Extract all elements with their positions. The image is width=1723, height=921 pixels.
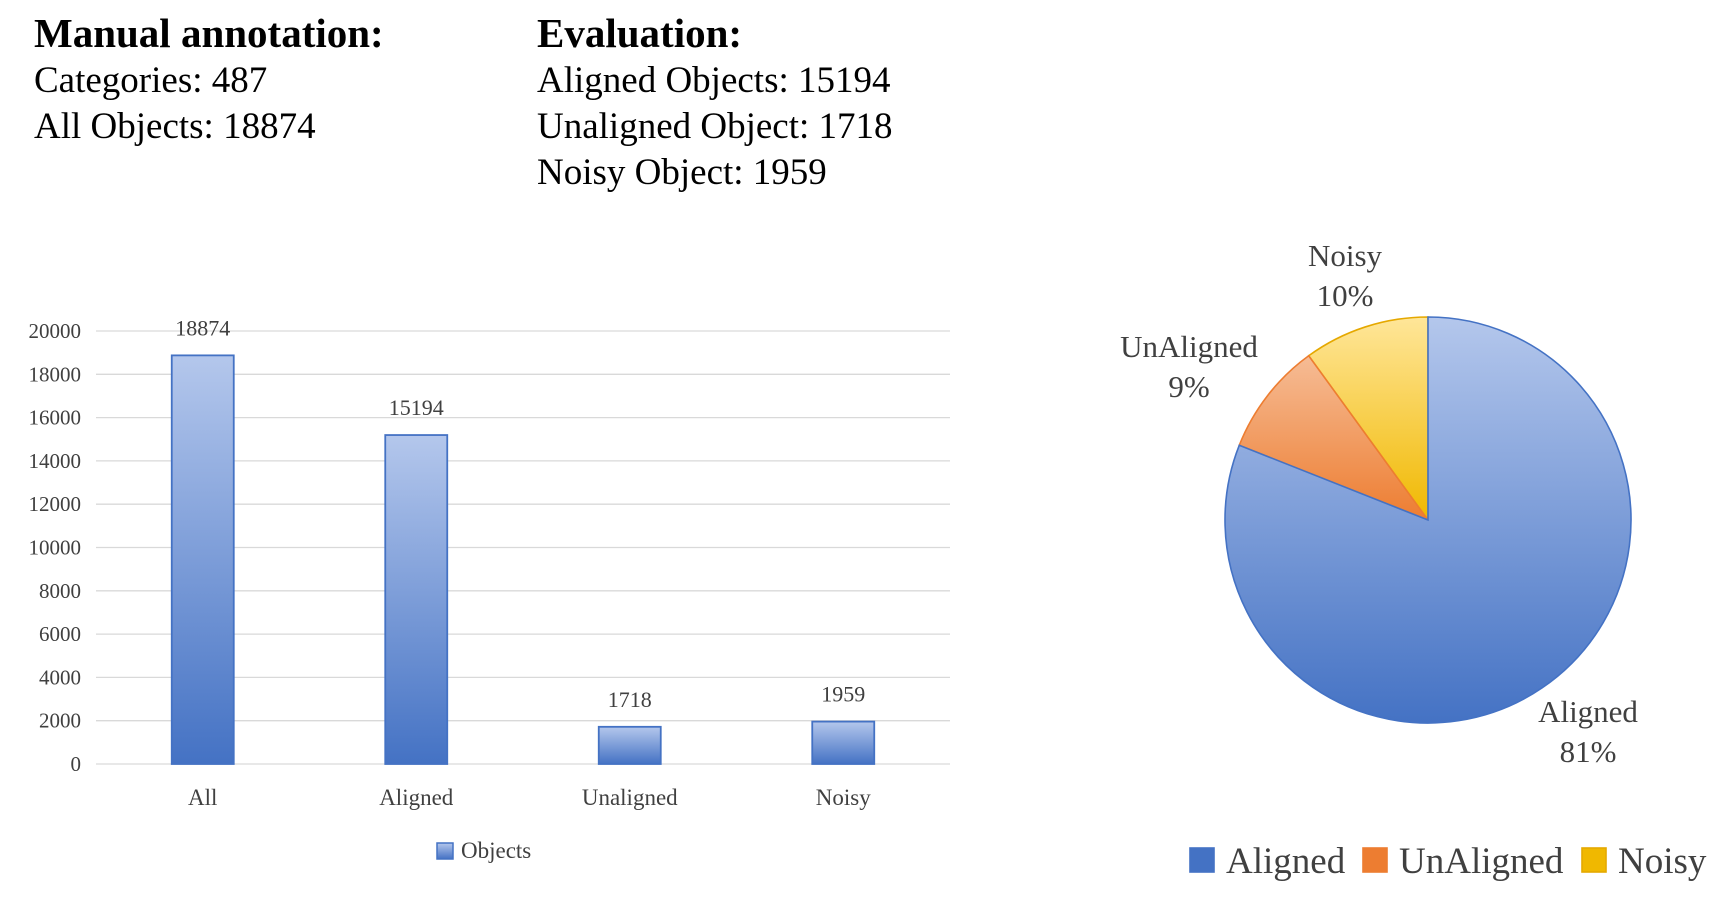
y-tick-label: 8000 xyxy=(39,579,81,603)
pie-label-name: UnAligned xyxy=(1120,329,1258,364)
evaluation-block: Evaluation: Aligned Objects: 15194 Unali… xyxy=(537,8,893,196)
pie-label-pct: 81% xyxy=(1560,734,1617,769)
y-tick-label: 16000 xyxy=(29,406,82,430)
pie-slice-noisy xyxy=(1307,316,1429,523)
pie-legend-swatch xyxy=(1189,847,1215,873)
unaligned-object-line: Unaligned Object: 1718 xyxy=(537,106,893,147)
bar-chart: 0 2000 4000 6000 8000 10000 12000 14000 16000 180… xyxy=(29,315,950,863)
bar xyxy=(597,725,662,765)
pie-label-name: Aligned xyxy=(1538,694,1638,729)
manual-annotation-block: Manual annotation: Categories: 487 All O… xyxy=(34,8,384,150)
x-tick-label: Unaligned xyxy=(582,785,678,810)
bar xyxy=(170,354,235,765)
pie-slice-unaligned xyxy=(1238,354,1431,522)
y-tick-label: 18000 xyxy=(29,362,82,386)
legend-swatch-objects xyxy=(436,842,454,860)
pie-label-pct: 10% xyxy=(1317,278,1374,313)
y-tick-label: 20000 xyxy=(29,319,82,343)
pie-legend-label: UnAligned xyxy=(1399,841,1564,882)
x-tick-label: Aligned xyxy=(379,785,454,810)
pie-slice-aligned xyxy=(1224,316,1632,724)
y-tick-label: 10000 xyxy=(29,536,82,560)
pie-legend-label: Aligned xyxy=(1226,841,1346,882)
y-tick-label: 6000 xyxy=(39,622,81,646)
bar-data-label: 18874 xyxy=(175,315,230,340)
bar xyxy=(384,434,449,765)
pie-chart: Aligned 81% UnAligned 9% Noisy 10% Aligned UnAl… xyxy=(1120,238,1707,882)
categories-line: Categories: 487 xyxy=(34,60,268,101)
pie-legend-swatch xyxy=(1581,847,1607,873)
pie-label-pct: 9% xyxy=(1168,369,1209,404)
manual-annotation-title: Manual annotation: xyxy=(34,10,384,56)
bar-data-label: 15194 xyxy=(389,395,444,420)
evaluation-title: Evaluation: xyxy=(537,10,743,56)
noisy-object-line: Noisy Object: 1959 xyxy=(537,152,827,193)
bar xyxy=(811,720,876,765)
y-tick-label: 12000 xyxy=(29,492,82,516)
pie-legend-label: Noisy xyxy=(1618,841,1707,882)
y-tick-label: 14000 xyxy=(29,449,82,473)
pie-legend-swatch xyxy=(1362,847,1388,873)
x-tick-label: Noisy xyxy=(816,785,871,810)
legend-label-objects: Objects xyxy=(461,838,531,863)
all-objects-line: All Objects: 18874 xyxy=(34,106,316,147)
aligned-objects-line: Aligned Objects: 15194 xyxy=(537,60,891,101)
pie-label-name: Noisy xyxy=(1308,238,1383,273)
y-tick-label: 0 xyxy=(71,752,82,776)
y-tick-label: 2000 xyxy=(39,709,81,733)
y-tick-label: 4000 xyxy=(39,665,81,689)
bar-data-label: 1718 xyxy=(608,687,652,712)
x-tick-label: All xyxy=(188,785,217,810)
bar-data-label: 1959 xyxy=(821,682,865,707)
